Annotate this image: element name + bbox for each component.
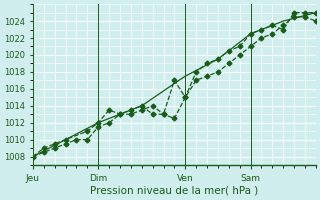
X-axis label: Pression niveau de la mer( hPa ): Pression niveau de la mer( hPa )	[90, 186, 259, 196]
